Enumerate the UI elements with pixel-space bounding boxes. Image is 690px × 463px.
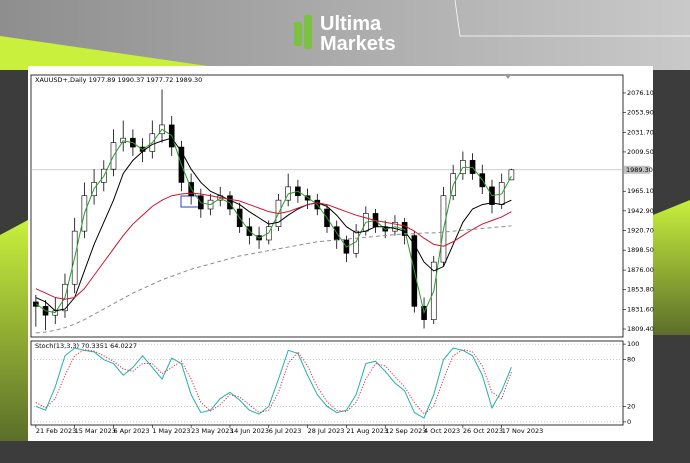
x-tick-label: 4 Oct 2023 bbox=[424, 427, 460, 435]
indicator-line bbox=[35, 225, 512, 334]
y-tick-label: 0 bbox=[627, 418, 631, 426]
y-tick-label: 1809.40 bbox=[627, 325, 654, 333]
x-tick-label: 12 Sep 2023 bbox=[385, 427, 426, 435]
y-tick-label: 2031.70 bbox=[627, 128, 654, 136]
chart-title: Stoch(13,3,3) 70.3351 64.0227 bbox=[35, 342, 137, 350]
y-tick-label: 1942.90 bbox=[627, 207, 654, 215]
lime-accent bbox=[0, 220, 28, 441]
logo-icon bbox=[304, 15, 312, 49]
x-tick-label: 1 May 2023 bbox=[152, 427, 190, 435]
y-tick-label: 80 bbox=[627, 356, 635, 364]
x-tick-label: 14 Jun 2023 bbox=[230, 427, 269, 435]
x-tick-label: 28 Jul 2023 bbox=[308, 427, 345, 435]
y-tick-label: 1853.80 bbox=[627, 286, 654, 294]
x-tick-label: 15 Mar 2023 bbox=[75, 427, 116, 435]
y-tick-label: 1898.50 bbox=[627, 246, 654, 254]
y-tick-label: 2053.90 bbox=[627, 109, 654, 117]
last-price-label: 1989.30 bbox=[626, 166, 653, 174]
y-tick-label: 20 bbox=[627, 402, 635, 410]
x-tick-label: 21 Aug 2023 bbox=[346, 427, 388, 435]
brand-text: Markets bbox=[320, 33, 396, 55]
y-tick-label: 1876.00 bbox=[627, 266, 654, 274]
candle-body bbox=[508, 169, 515, 181]
brand-text: Ultima bbox=[320, 13, 382, 35]
x-tick-label: 6 Jul 2023 bbox=[269, 427, 302, 435]
lime-accent bbox=[653, 200, 690, 335]
x-tick-label: 17 Nov 2023 bbox=[502, 427, 544, 435]
logo-icon bbox=[294, 22, 302, 46]
lime-accent bbox=[0, 36, 235, 70]
shift-marker bbox=[505, 75, 511, 79]
decor-line bbox=[454, 0, 690, 37]
x-tick-label: 21 Feb 2023 bbox=[36, 427, 76, 435]
price-frame bbox=[30, 74, 624, 338]
indicator-line bbox=[35, 192, 512, 300]
y-tick-label: 2009.50 bbox=[627, 148, 654, 156]
stoch-frame bbox=[30, 340, 624, 426]
chart-title: XAUUSD+,Daily 1977.89 1990.37 1977.72 19… bbox=[35, 76, 202, 84]
x-tick-label: 23 May 2023 bbox=[191, 427, 233, 435]
chart-panel bbox=[28, 66, 653, 441]
indicator-line bbox=[35, 137, 512, 312]
x-tick-label: 26 Oct 2023 bbox=[463, 427, 503, 435]
indicator-line bbox=[35, 349, 512, 415]
y-tick-label: 1965.10 bbox=[627, 187, 654, 195]
y-tick-label: 100 bbox=[627, 340, 639, 348]
y-tick-label: 2076.10 bbox=[627, 89, 654, 97]
last-price-box bbox=[624, 165, 650, 174]
x-tick-label: 6 Apr 2023 bbox=[113, 427, 149, 435]
y-tick-label: 1831.60 bbox=[627, 305, 654, 313]
indicator-line bbox=[35, 347, 512, 419]
y-tick-label: 1920.70 bbox=[627, 227, 654, 235]
